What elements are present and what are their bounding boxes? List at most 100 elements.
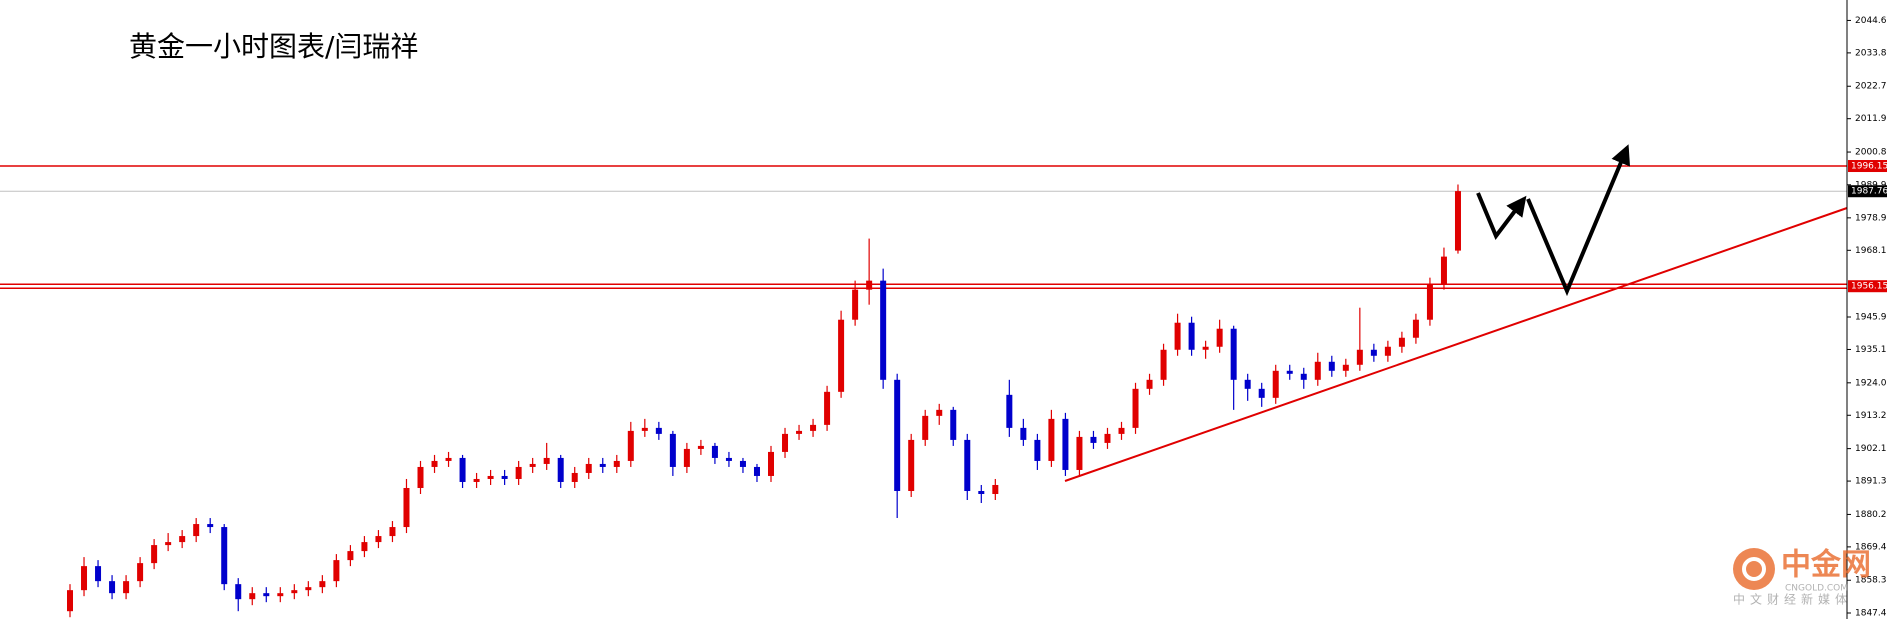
candle-body [1132, 388, 1139, 428]
y-tick-label: 2011.90 [1855, 114, 1887, 124]
trend-line [1064, 207, 1848, 482]
candle-body [557, 457, 564, 482]
forecast-arrow [1476, 192, 1527, 240]
candle-body [1174, 322, 1181, 350]
candle-body [389, 527, 396, 537]
candle-body [641, 427, 648, 431]
candle-body [824, 391, 831, 425]
candle-body [1230, 328, 1237, 380]
candle-body [571, 472, 578, 482]
candle-body [1048, 418, 1055, 461]
candle-body [1300, 373, 1307, 380]
candle-body [1188, 322, 1195, 350]
y-tick-label: 1968.10 [1855, 246, 1887, 256]
level-label: 1996.15 [1851, 162, 1887, 172]
candle-body [768, 451, 774, 476]
candle-body [852, 289, 859, 320]
candle-body [1104, 433, 1111, 443]
candle-body [1384, 346, 1391, 356]
candle-body [894, 379, 901, 491]
y-tick-label: 2044.60 [1855, 16, 1887, 26]
candle-body [1356, 349, 1363, 365]
candle-body [249, 593, 256, 600]
y-axis: 2044.602033.802022.702011.902000.801989.… [1847, 16, 1887, 618]
candle-body [1076, 436, 1083, 470]
plot-under [0, 165, 1847, 289]
candle-body [95, 566, 102, 582]
candle-body [964, 439, 971, 491]
candle-body [67, 590, 73, 612]
candle-body [109, 581, 116, 594]
candle-body [655, 427, 662, 434]
candle-body [459, 457, 466, 482]
level-label-box [1848, 280, 1887, 293]
candle-body [1314, 361, 1321, 380]
candle-body [291, 590, 298, 594]
candle-body [263, 593, 270, 597]
y-tick-label: 1880.20 [1855, 510, 1887, 520]
candle-body [277, 593, 284, 597]
watermark-brand: 中金网 [1781, 548, 1871, 583]
candle-body [221, 527, 228, 585]
candle-body [1034, 439, 1041, 461]
candle-body [305, 587, 312, 591]
plot-over [1064, 144, 1848, 482]
candle-body [1020, 427, 1027, 440]
candle-body [711, 445, 718, 458]
candle-body [782, 433, 789, 452]
y-tick-label: 2000.80 [1855, 148, 1887, 158]
candle-body [1216, 328, 1223, 347]
candle-body [1370, 349, 1377, 356]
y-tick-label: 1847.40 [1855, 608, 1887, 618]
candle-body [165, 542, 172, 546]
candle-body [1398, 337, 1405, 347]
y-tick-label: 1913.20 [1855, 411, 1887, 421]
candle-body [613, 460, 620, 467]
candle-body [1146, 379, 1153, 389]
candle-body [725, 457, 732, 461]
watermark-site: CNGOLD.COM [1785, 584, 1848, 594]
candle-body [753, 466, 760, 476]
candle-body [487, 475, 494, 479]
candle-body [697, 445, 704, 449]
candle-body [445, 457, 452, 461]
y-tick-label: 1978.90 [1855, 213, 1887, 223]
candle-body [375, 536, 382, 543]
candle-body [1118, 427, 1125, 434]
candle-body [1328, 361, 1335, 371]
candle-body [683, 448, 690, 467]
y-tick-label: 1924.00 [1855, 378, 1887, 388]
level-label-box [1848, 185, 1887, 198]
candle-body [936, 409, 943, 416]
candle-body [1062, 418, 1069, 470]
candle-body [543, 457, 550, 464]
candle-body [908, 439, 915, 491]
candle-body [431, 460, 438, 467]
candle-body [417, 466, 424, 488]
y-tick-label: 1935.10 [1855, 345, 1887, 355]
candle-body [347, 551, 354, 561]
candle-body [880, 280, 887, 380]
candle-body [1412, 319, 1419, 338]
candle-body [81, 566, 88, 591]
y-tick-label: 1945.90 [1855, 313, 1887, 323]
chart-title: 黄金一小时图表/闫瑞祥 [129, 30, 418, 63]
candle-body [1454, 191, 1461, 251]
candle-body [361, 542, 368, 552]
watermark-slogan: 中文财经新媒体 [1733, 592, 1852, 607]
watermark-logo [1742, 557, 1766, 581]
y-tick-label: 2022.70 [1855, 82, 1887, 92]
candle-body [1342, 364, 1349, 371]
candle-body [922, 415, 929, 440]
candle-body [585, 463, 592, 473]
watermark-logo [1733, 548, 1775, 590]
y-tick-label: 1891.30 [1855, 477, 1887, 487]
candle-body [1272, 370, 1279, 398]
candle-body [123, 581, 130, 594]
candle-body [151, 545, 158, 564]
candle-body [1440, 256, 1447, 284]
candle-body [193, 524, 200, 537]
level-label-box [1848, 160, 1887, 173]
candle-body [669, 433, 676, 467]
